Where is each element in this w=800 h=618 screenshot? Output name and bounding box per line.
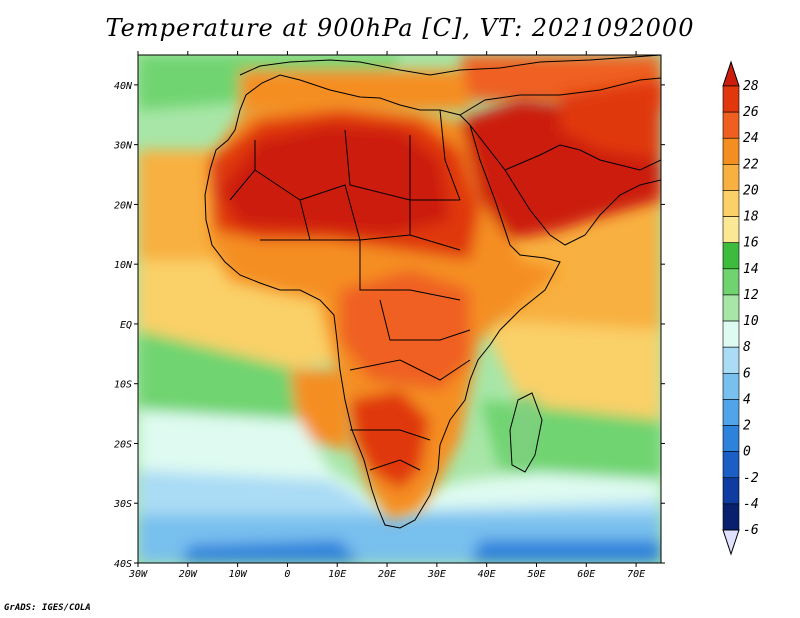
lon-label: 70E — [627, 569, 645, 580]
south-ocean-deep-2 — [470, 540, 661, 563]
madagascar — [510, 395, 540, 470]
sahara-core — [220, 125, 450, 235]
lat-label: 30N — [113, 141, 133, 152]
map-title: Temperature at 900hPa [C], VT: 202109200… — [105, 14, 695, 42]
colorbar-label: 22 — [743, 157, 759, 172]
lat-label: 30S — [113, 499, 132, 510]
south-ocean-deep — [180, 540, 360, 563]
lon-label: 60E — [577, 569, 595, 580]
lat-label: 40N — [114, 81, 133, 92]
atlantic-mid-green — [138, 330, 300, 420]
colorbar-swatch — [722, 137, 740, 165]
lat-label: 10N — [114, 260, 133, 271]
colorbar-label: 24 — [743, 131, 759, 146]
lon-label: 40E — [478, 569, 496, 580]
colorbar-label: 12 — [743, 288, 759, 303]
colorbar-swatch — [722, 346, 740, 374]
lat-label: 20N — [114, 200, 133, 211]
colorbar-label: 18 — [743, 210, 759, 225]
lon-label: 30E — [427, 569, 446, 580]
colorbar-swatch — [722, 372, 740, 400]
latitude-axis: 40N 30N 20N 10N EQ 10S 20S 30S 40S — [113, 81, 665, 570]
colorbar-label: 8 — [743, 340, 751, 355]
colorbar-label: 2 — [743, 419, 751, 434]
colorbar-label: 20 — [743, 183, 759, 198]
colorbar-top-arrow — [722, 60, 740, 87]
colorbar-swatch — [722, 164, 740, 191]
lon-label: 10E — [328, 569, 346, 580]
credit-text: GrADS: IGES/COLA — [4, 603, 91, 613]
colorbar-swatch — [722, 399, 740, 426]
lon-label: 30W — [128, 569, 148, 580]
colorbar-label: -6 — [743, 523, 759, 538]
lat-label: EQ — [120, 320, 132, 331]
colorbar-label: 14 — [743, 262, 759, 277]
lat-label: 40S — [114, 559, 132, 570]
longitude-axis: 30W 20W 10W 0 10E 20E 30E 40E 50E 60E 70E — [128, 51, 645, 580]
plot-frame — [137, 54, 662, 564]
lon-label: 20E — [378, 569, 396, 580]
coastlines — [204, 55, 661, 529]
colorbar-label: 26 — [743, 105, 759, 120]
colorbar-swatch — [722, 451, 740, 479]
colorbar-label: 0 — [743, 445, 751, 460]
lon-label: 0 — [284, 569, 290, 580]
lon-label: 20W — [179, 569, 198, 580]
colorbar-swatch — [722, 190, 740, 217]
colorbar-bottom-arrow — [722, 529, 740, 556]
colorbar-swatch — [722, 216, 740, 244]
colorbar-label: 10 — [743, 314, 759, 329]
lat-label: 20S — [114, 439, 132, 450]
colorbar-swatch — [722, 111, 740, 139]
colorbar-swatch — [722, 85, 740, 113]
lon-label: 10W — [229, 569, 248, 580]
colorbar-label: 28 — [743, 79, 759, 94]
colorbar-label: 4 — [743, 392, 751, 407]
colorbar-swatch — [722, 425, 740, 452]
colorbar-swatch — [722, 242, 740, 270]
colorbar-label: -4 — [743, 497, 759, 512]
central-africa — [340, 270, 470, 390]
colorbar-label: -2 — [743, 471, 759, 486]
lat-label: 10S — [114, 380, 132, 391]
colorbar-label: 6 — [743, 366, 751, 381]
colorbar-swatch — [722, 294, 740, 322]
colorbar-swatch — [722, 503, 740, 531]
lon-label: 50E — [527, 569, 545, 580]
colorbar-swatch — [722, 320, 740, 348]
temperature-field — [138, 55, 661, 563]
colorbar-label: 16 — [743, 236, 759, 251]
colorbar-swatch — [722, 477, 740, 505]
colorbar-swatch — [722, 268, 740, 296]
iran-hot — [560, 80, 661, 160]
